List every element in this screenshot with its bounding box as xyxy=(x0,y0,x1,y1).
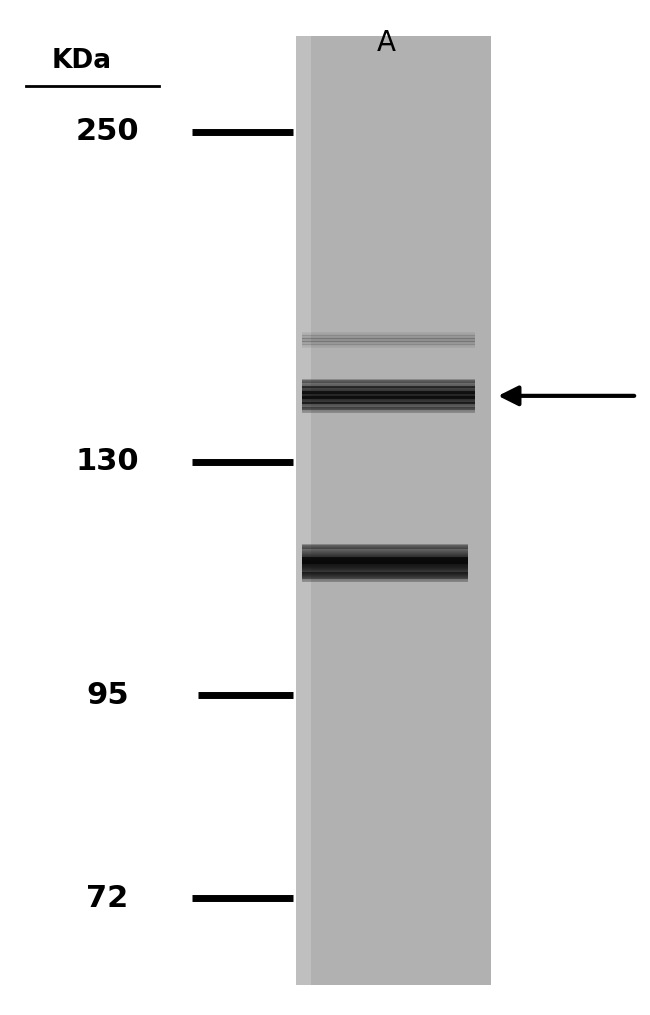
Bar xyxy=(302,398,474,400)
Bar xyxy=(302,389,474,390)
Bar xyxy=(302,405,474,406)
Bar xyxy=(302,401,474,402)
Bar xyxy=(302,395,474,396)
Bar xyxy=(302,567,468,569)
Bar xyxy=(302,557,468,559)
Bar xyxy=(302,578,468,579)
Bar xyxy=(302,409,474,410)
Bar xyxy=(302,552,468,553)
Bar xyxy=(302,579,468,581)
Bar xyxy=(302,553,468,554)
Bar xyxy=(302,383,474,384)
Bar xyxy=(302,570,468,572)
Bar xyxy=(302,572,468,573)
Bar xyxy=(302,548,468,549)
Bar xyxy=(302,580,468,582)
Bar xyxy=(302,571,468,572)
Bar xyxy=(302,393,474,395)
Bar xyxy=(302,379,474,380)
Bar xyxy=(302,392,474,393)
Bar xyxy=(302,399,474,400)
Bar xyxy=(302,407,474,408)
Bar xyxy=(302,391,474,392)
Bar xyxy=(302,397,474,399)
Bar xyxy=(302,402,474,404)
Bar xyxy=(302,560,468,561)
Bar xyxy=(302,561,468,562)
Bar xyxy=(302,385,474,386)
Bar xyxy=(302,556,468,558)
Bar xyxy=(302,386,474,387)
Bar xyxy=(302,544,468,546)
Bar xyxy=(302,574,468,576)
Bar xyxy=(302,382,474,383)
Bar xyxy=(302,412,474,413)
Bar xyxy=(302,545,468,547)
Bar xyxy=(302,566,468,567)
Bar xyxy=(302,383,474,385)
Bar xyxy=(302,402,474,403)
Bar xyxy=(302,387,474,388)
Text: 130: 130 xyxy=(75,448,139,476)
Bar xyxy=(302,400,474,401)
Bar xyxy=(302,564,468,565)
Bar xyxy=(302,576,468,577)
Bar xyxy=(302,396,474,397)
Bar xyxy=(302,388,474,390)
Text: 95: 95 xyxy=(86,681,129,709)
Bar xyxy=(302,568,468,570)
Bar xyxy=(311,36,491,985)
Bar xyxy=(302,577,468,578)
Bar xyxy=(302,410,474,411)
Bar xyxy=(302,555,468,557)
Bar xyxy=(302,404,474,405)
Bar xyxy=(302,563,468,564)
Bar xyxy=(302,394,474,395)
Bar xyxy=(302,390,474,391)
Text: 72: 72 xyxy=(86,884,129,912)
Bar xyxy=(302,554,468,555)
Bar xyxy=(302,408,474,409)
Bar xyxy=(302,554,468,556)
Bar xyxy=(302,566,468,568)
Bar xyxy=(302,392,474,394)
Bar xyxy=(302,559,468,560)
Text: A: A xyxy=(377,28,396,57)
Text: 250: 250 xyxy=(75,118,139,146)
Bar xyxy=(302,579,468,580)
Bar xyxy=(302,558,468,560)
Bar xyxy=(302,407,474,409)
Bar xyxy=(302,380,474,381)
Bar xyxy=(302,411,474,412)
Bar xyxy=(302,569,468,571)
Bar xyxy=(302,397,474,398)
Bar xyxy=(302,381,474,382)
Bar xyxy=(296,36,311,985)
Bar xyxy=(302,406,474,407)
Bar xyxy=(302,551,468,552)
Bar xyxy=(302,549,468,550)
Bar xyxy=(302,403,474,404)
Text: KDa: KDa xyxy=(51,48,111,74)
Bar xyxy=(302,565,468,566)
Bar xyxy=(302,581,468,583)
Bar xyxy=(302,547,468,548)
Bar xyxy=(302,546,468,548)
Bar xyxy=(302,384,474,385)
Bar xyxy=(302,573,468,574)
Bar xyxy=(296,36,491,985)
Bar xyxy=(302,562,468,563)
Bar xyxy=(302,550,468,551)
Bar xyxy=(302,388,474,389)
